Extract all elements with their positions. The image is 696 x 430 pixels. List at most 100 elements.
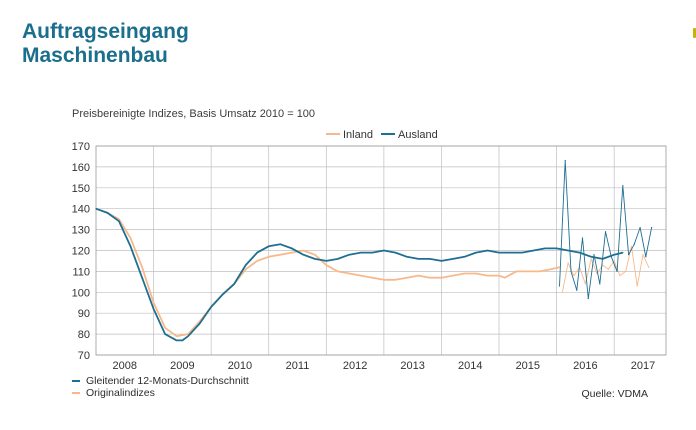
y-tick-label-160: 160 xyxy=(72,162,90,174)
series-line-ausland xyxy=(95,207,624,342)
data-point-0-25 xyxy=(383,279,385,281)
x-tick-label-2009: 2009 xyxy=(170,360,194,372)
data-point-3-9 xyxy=(610,256,612,258)
data-point-1-16 xyxy=(268,245,270,247)
data-point-1-3 xyxy=(129,245,132,247)
corner-accent-mark xyxy=(693,28,696,38)
data-point-0-24 xyxy=(371,277,373,279)
data-point-1-13 xyxy=(233,283,235,285)
data-point-2-5 xyxy=(590,258,592,260)
data-point-3-15 xyxy=(645,256,647,258)
data-point-2-6 xyxy=(596,272,598,275)
y-tick-label-110: 110 xyxy=(72,266,90,278)
data-point-1-42 xyxy=(567,249,569,252)
data-point-3-12 xyxy=(627,254,630,256)
data-point-2-8 xyxy=(607,268,610,270)
data-point-3-5 xyxy=(587,297,589,300)
data-point-1-33 xyxy=(463,256,466,258)
legend-original-swatch xyxy=(72,392,80,394)
data-point-0-7 xyxy=(176,335,178,337)
data-point-0-13 xyxy=(245,268,247,270)
data-point-1-12 xyxy=(222,293,224,295)
data-point-1-43 xyxy=(579,251,581,254)
data-point-3-13 xyxy=(633,243,635,245)
data-point-3-10 xyxy=(616,270,618,272)
data-point-1-46 xyxy=(613,254,615,256)
data-point-2-13 xyxy=(636,285,638,287)
data-point-0-32 xyxy=(463,272,466,275)
data-point-3-7 xyxy=(599,283,601,285)
data-point-2-4 xyxy=(584,283,586,285)
data-point-0-35 xyxy=(498,274,500,277)
data-point-0-14 xyxy=(256,260,258,262)
y-tick-label-100: 100 xyxy=(72,287,90,299)
data-point-1-35 xyxy=(486,249,489,252)
data-point-1-8 xyxy=(181,339,183,341)
x-tick-label-2016: 2016 xyxy=(573,360,597,372)
x-tick-label-2011: 2011 xyxy=(286,360,310,372)
data-point-1-15 xyxy=(256,251,258,254)
data-point-0-16 xyxy=(279,254,281,256)
data-point-0-29 xyxy=(429,277,431,279)
data-point-1-41 xyxy=(556,247,558,250)
data-point-1-7 xyxy=(176,339,178,341)
data-point-0-4 xyxy=(141,266,143,268)
data-point-0-28 xyxy=(417,274,420,277)
x-tick-label-2008: 2008 xyxy=(113,360,137,372)
y-tick-label-170: 170 xyxy=(72,141,90,153)
data-point-0-6 xyxy=(164,327,166,329)
data-point-1-1 xyxy=(106,212,109,214)
data-point-1-28 xyxy=(406,256,408,258)
data-point-0-5 xyxy=(152,302,155,304)
x-tick-label-2013: 2013 xyxy=(400,360,424,372)
data-point-1-0 xyxy=(95,208,97,210)
data-point-1-19 xyxy=(302,254,304,256)
data-point-1-39 xyxy=(532,249,535,252)
legend-smoothed-swatch xyxy=(72,380,80,382)
legend-label-inland: Inland xyxy=(343,129,373,141)
data-point-0-34 xyxy=(486,274,489,277)
data-point-0-38 xyxy=(527,270,529,272)
data-point-3-14 xyxy=(639,226,641,229)
data-point-2-2 xyxy=(573,274,575,277)
y-tick-label-80: 80 xyxy=(78,329,90,341)
data-point-3-11 xyxy=(622,185,624,187)
title-line-2: Maschinenbau xyxy=(22,44,168,67)
data-point-2-0 xyxy=(561,291,563,293)
data-point-1-5 xyxy=(152,308,155,310)
data-point-0-40 xyxy=(550,268,552,270)
data-point-0-31 xyxy=(452,274,454,277)
data-point-0-36 xyxy=(504,277,506,279)
data-point-1-21 xyxy=(325,260,327,262)
data-point-2-1 xyxy=(567,262,569,264)
data-point-1-11 xyxy=(210,306,212,308)
x-tick-label-2012: 2012 xyxy=(343,360,367,372)
data-point-3-2 xyxy=(570,270,572,272)
plot-frame xyxy=(95,145,667,356)
data-point-0-17 xyxy=(291,251,293,254)
data-point-1-37 xyxy=(509,251,512,254)
y-tick-label-90: 90 xyxy=(78,308,90,320)
data-point-3-3 xyxy=(576,289,578,291)
data-point-1-40 xyxy=(544,247,546,250)
data-point-1-17 xyxy=(279,243,281,245)
data-point-1-27 xyxy=(394,251,396,254)
data-point-0-26 xyxy=(394,279,396,281)
data-point-0-21 xyxy=(337,270,339,272)
data-point-1-34 xyxy=(475,251,477,254)
source-note: Quelle: VDMA xyxy=(581,388,648,400)
chart-subtitle: Preisbereinigte Indizes, Basis Umsatz 20… xyxy=(72,108,316,120)
legend-original-label: Originalindizes xyxy=(86,387,155,399)
data-point-1-9 xyxy=(187,335,189,337)
data-point-1-18 xyxy=(291,247,293,250)
data-point-1-38 xyxy=(521,251,523,254)
data-point-0-3 xyxy=(129,237,132,239)
data-point-1-10 xyxy=(199,323,201,325)
data-point-0-27 xyxy=(406,277,408,279)
data-point-2-7 xyxy=(602,264,604,266)
data-point-0-22 xyxy=(348,272,350,275)
data-point-1-20 xyxy=(314,258,316,260)
y-tick-label-130: 130 xyxy=(72,225,90,237)
data-point-3-4 xyxy=(581,237,584,239)
